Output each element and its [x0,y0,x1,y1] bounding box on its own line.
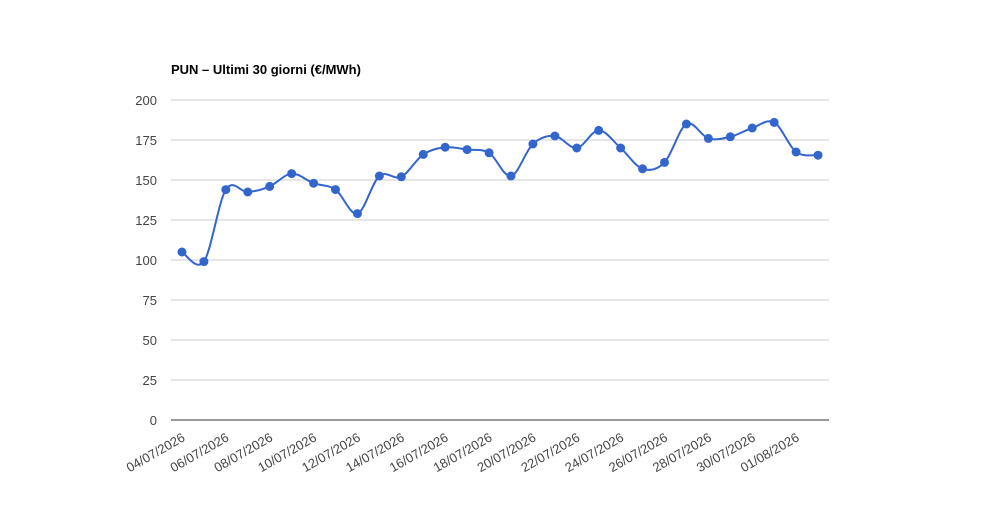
point [462,145,472,155]
point [331,185,340,195]
y-tick-label: 25 [143,373,157,388]
point [769,117,779,127]
point [703,133,713,143]
point [418,149,428,159]
point [396,172,406,182]
y-tick-label: 100 [135,253,157,268]
point [243,187,253,197]
point [199,257,209,267]
point [287,169,297,179]
point [374,171,384,181]
point [352,209,362,219]
point [177,247,187,257]
y-tick-label: 125 [135,213,157,228]
point [265,181,275,191]
point [506,171,516,181]
point [594,125,604,135]
point [791,147,801,157]
point [638,164,648,174]
y-tick-label: 75 [143,293,157,308]
point [528,139,538,149]
point [725,132,735,142]
point [681,119,691,129]
y-tick-label: 50 [143,333,157,348]
y-tick-label: 175 [135,133,157,148]
point [309,178,319,188]
point [747,123,757,133]
point [616,143,626,153]
point [572,143,582,153]
point [550,131,560,141]
y-tick-label: 0 [150,413,157,428]
chart-title: PUN – Ultimi 30 giorni (€/MWh) [171,62,361,77]
y-tick-label: 200 [135,93,157,108]
point [221,185,231,195]
point [660,157,669,167]
y-tick-label: 150 [135,173,157,188]
point [813,150,823,160]
point [484,148,494,158]
series-line [181,120,819,266]
point [440,142,450,152]
